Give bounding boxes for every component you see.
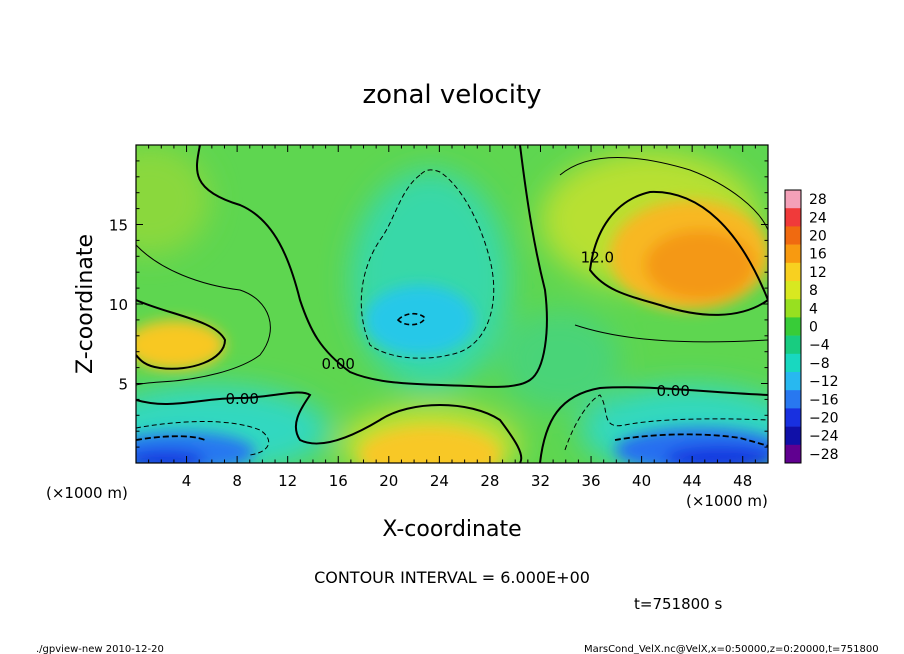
colorbar-swatch — [785, 226, 801, 245]
colorbar-label: −24 — [809, 429, 839, 445]
contour-label: 12.0 — [581, 248, 614, 266]
colorbar-label: 28 — [809, 192, 827, 208]
core-bottom-mid-max — [360, 427, 500, 463]
core-bottom-left-deep — [136, 450, 205, 463]
core-right-max-inner — [645, 230, 755, 300]
contour-twelve-right — [588, 190, 768, 316]
colorbar-frame — [784, 189, 802, 464]
field-blob-left-top — [136, 145, 210, 255]
x-tick-label: 24 — [430, 472, 449, 490]
colorbar-swatch — [785, 244, 801, 264]
colorbar-label: 20 — [809, 229, 827, 245]
colorbar-label: 8 — [809, 283, 818, 299]
x-tick-label: 20 — [379, 472, 398, 490]
x-tick-label: 12 — [278, 472, 297, 490]
colorbar-swatch — [785, 408, 801, 427]
field-cores — [136, 200, 768, 463]
colorbar-swatch — [785, 317, 801, 336]
y-axis-label: Z-coordinate — [73, 234, 98, 374]
colorbar-swatch — [785, 353, 801, 373]
chart-title: zonal velocity — [362, 80, 541, 110]
footer-program: ./gpview-new 2010-12-20 — [36, 644, 164, 654]
contour-labels: 0.00 0.00 0.00 12.0 — [225, 248, 689, 408]
x-axis-label: X-coordinate — [382, 517, 521, 542]
x-unit-label-left: (×1000 m) — [46, 484, 128, 502]
x-tick-label: 8 — [232, 472, 242, 490]
colorbar-swatch — [785, 335, 801, 355]
x-unit-label-right: (×1000 m) — [686, 492, 768, 510]
contour-label: 0.00 — [322, 355, 355, 373]
y-tick-label: 15 — [109, 217, 128, 235]
x-axis: 4 8 12 16 20 24 28 32 36 40 44 48 — [148, 145, 756, 490]
x-tick-label: 4 — [182, 472, 192, 490]
colorbar-label: −8 — [809, 356, 830, 372]
y-tick-label: 10 — [109, 296, 128, 314]
colorbar-label: −16 — [809, 392, 839, 408]
core-center-min — [365, 285, 475, 355]
colorbar-label: −4 — [809, 338, 830, 354]
x-tick-label: 44 — [683, 472, 702, 490]
contour-neg-bottom-right — [564, 394, 768, 451]
contour-zero-left — [195, 145, 548, 388]
footer-source: MarsCond_VelX.nc@VelX,x=0:50000,z=0:2000… — [584, 644, 879, 654]
colorbar-label: 4 — [809, 301, 818, 317]
colorbar-swatch — [785, 208, 801, 227]
contour-zero-right — [539, 386, 768, 463]
y-axis: 5 10 15 — [109, 160, 768, 448]
contour-six-left — [136, 244, 271, 386]
contour-lines — [136, 145, 768, 463]
core-bottom-right-deep — [665, 446, 768, 463]
colorbar-swatch — [785, 299, 801, 318]
field-blob-center — [350, 170, 510, 390]
colorbar-label: 12 — [809, 265, 827, 281]
contour-interval: CONTOUR INTERVAL = 6.000E+00 — [314, 568, 590, 587]
colorbar-label: 0 — [809, 320, 818, 336]
x-tick-label: 48 — [733, 472, 752, 490]
contour-neg-bottom-right-inner — [614, 433, 768, 447]
colorbar: 28 24 20 16 12 8 4 0 −4 −8 −12 −16 −20 −24 −28 — [784, 189, 839, 464]
x-tick-label: 16 — [329, 472, 348, 490]
colorbar-swatch — [785, 390, 801, 409]
colorbar-label: −20 — [809, 411, 839, 427]
colorbar-label: 16 — [809, 247, 827, 263]
contour-label: 0.00 — [225, 390, 258, 408]
contour-six-right-lower — [574, 324, 768, 343]
contour-neg-center — [360, 169, 495, 359]
contour-twelve-left — [136, 299, 227, 370]
colorbar-swatch — [785, 426, 801, 446]
contour-neg-center-inner — [396, 312, 426, 326]
field-blob-center-low — [500, 310, 620, 410]
colorbar-swatch — [785, 372, 801, 391]
colorbar-label: 24 — [809, 210, 827, 226]
core-left-max — [136, 320, 225, 370]
x-tick-label: 32 — [531, 472, 550, 490]
colorbar-swatch — [785, 281, 801, 300]
x-tick-label: 40 — [632, 472, 651, 490]
y-tick-label: 5 — [118, 376, 128, 394]
colorbar-swatch — [785, 190, 801, 209]
colorbar-label: −12 — [809, 374, 839, 390]
contour-neg-bottom-left — [136, 421, 270, 456]
contour-neg-bottom-left-inner — [136, 435, 206, 441]
x-tick-label: 28 — [480, 472, 499, 490]
x-tick-label: 36 — [581, 472, 600, 490]
plot-area — [136, 145, 768, 463]
contour-label: 0.00 — [656, 382, 689, 400]
contour-six-right — [559, 157, 768, 231]
contour-zero-bottom — [136, 391, 523, 463]
colorbar-swatch — [785, 262, 801, 282]
colorbar-swatch — [785, 444, 801, 464]
colorbar-label: −28 — [809, 447, 839, 463]
time-label: t=751800 s — [634, 595, 722, 613]
